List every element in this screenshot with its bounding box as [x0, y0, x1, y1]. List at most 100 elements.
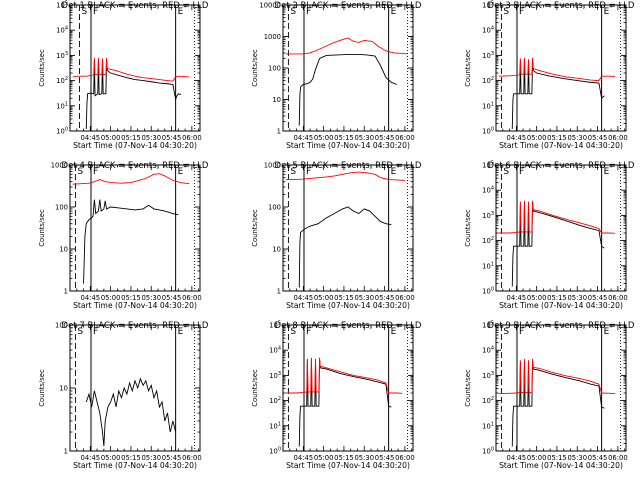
series-line-lld [498, 200, 616, 234]
y-tick-label: 100 [482, 447, 494, 456]
x-tick-label: 05:45 [162, 454, 182, 462]
series-line-lld [72, 173, 190, 185]
x-tick-label: 05:30 [141, 454, 161, 462]
x-axis-label: Start Time (07-Nov-14 04:30:20) [73, 461, 197, 470]
x-tick-label: 05:30 [567, 294, 587, 302]
y-tick-label: 104 [482, 346, 494, 355]
x-tick-label: 05:30 [141, 134, 161, 142]
x-tick-label: 05:00 [314, 294, 334, 302]
y-tick-label: 103 [482, 211, 494, 220]
marker-label-F: F [519, 7, 524, 17]
marker-label-S: S [503, 327, 509, 337]
y-tick-label: 102 [269, 396, 281, 405]
plot-frame [495, 4, 627, 132]
y-tick-label: 101 [482, 421, 494, 430]
y-axis-label: Counts/sec [38, 49, 46, 87]
series-line-events [85, 59, 182, 130]
marker-label-E: E [391, 167, 397, 177]
marker-label-S: S [290, 327, 296, 337]
chart-title: Det 1 BLACK = Events, RED = LLD [62, 1, 209, 11]
marker-label-E: E [604, 7, 610, 17]
chart-panel-det-6: Det 6 BLACK = Events, RED = LLD 100 101 102… [464, 161, 635, 311]
y-tick-label: 101 [482, 101, 494, 110]
x-tick-label: 06:00 [608, 134, 628, 142]
x-tick-label: 05:00 [527, 454, 547, 462]
y-tick-label: 1 [64, 448, 68, 456]
y-axis-label: Counts/sec [251, 369, 259, 407]
y-axis-label: Counts/sec [464, 49, 472, 87]
series-line-lld [285, 171, 405, 181]
chart-title: Det 3 BLACK = Events, RED = LLD [488, 1, 635, 11]
x-tick-label: 05:45 [588, 294, 608, 302]
y-tick-label: 100 [55, 204, 68, 212]
marker-label-F: F [519, 167, 524, 177]
y-tick-label: 10 [272, 246, 281, 254]
y-tick-label: 102 [482, 236, 494, 245]
x-axis-label: Start Time (07-Nov-14 04:30:20) [286, 141, 410, 150]
plot-frame [495, 324, 627, 452]
y-tick-label: 100 [55, 322, 68, 330]
y-tick-label: 100 [269, 447, 281, 456]
marker-label-S: S [77, 167, 83, 177]
x-tick-label: 05:30 [567, 134, 587, 142]
marker-label-E: E [391, 7, 397, 17]
x-tick-label: 06:00 [182, 454, 202, 462]
x-tick-label: 06:00 [608, 454, 628, 462]
y-tick-label: 103 [482, 371, 494, 380]
x-tick-label: 04:45 [294, 454, 314, 462]
y-tick-label: 1000 [51, 162, 68, 170]
x-tick-label: 06:00 [395, 294, 415, 302]
x-tick-label: 04:45 [294, 294, 314, 302]
marker-label-S: S [290, 7, 296, 17]
chart-panel-det-2: Det 2 BLACK = Events, RED = LLD 1 10 100 100… [251, 1, 422, 150]
y-tick-label: 102 [482, 396, 494, 405]
y-tick-label: 100 [268, 65, 281, 73]
series-line-lld [72, 57, 190, 82]
x-axis-label: Start Time (07-Nov-14 04:30:20) [286, 301, 410, 310]
plot-frame [282, 164, 414, 292]
y-tick-label: 103 [269, 371, 281, 380]
chart-title: Det 9 BLACK = Events, RED = LLD [488, 321, 635, 331]
chart-panel-det-4: Det 4 BLACK = Events, RED = LLD 1 10 100 100… [38, 161, 209, 310]
x-tick-label: 05:30 [354, 134, 374, 142]
y-tick-label: 100 [268, 204, 281, 212]
x-tick-label: 05:15 [547, 454, 567, 462]
x-tick-label: 06:00 [395, 454, 415, 462]
x-axis-label: Start Time (07-Nov-14 04:30:20) [499, 461, 623, 470]
y-tick-label: 103 [482, 51, 494, 60]
x-tick-label: 05:45 [375, 134, 395, 142]
marker-label-E: E [178, 327, 184, 337]
marker-label-S: S [503, 167, 509, 177]
series-line-lld [285, 357, 403, 394]
marker-label-E: E [604, 167, 610, 177]
x-tick-label: 05:15 [334, 134, 354, 142]
x-tick-label: 05:45 [162, 294, 182, 302]
y-tick-label: 101 [269, 421, 281, 430]
chart-panel-det-7: Det 7 BLACK = Events, RED = LLD 1 10 100 04:… [38, 321, 209, 470]
x-tick-label: 05:45 [375, 294, 395, 302]
plot-frame [69, 164, 201, 292]
chart-panel-det-9: Det 9 BLACK = Events, RED = LLD 100 101 102… [464, 321, 635, 471]
x-tick-label: 06:00 [182, 294, 202, 302]
y-tick-label: 102 [482, 76, 494, 85]
marker-label-E: E [391, 327, 397, 337]
chart-title: Det 6 BLACK = Events, RED = LLD [488, 161, 635, 171]
series-line-lld [285, 37, 408, 55]
y-tick-label: 101 [482, 261, 494, 270]
chart-title: Det 4 BLACK = Events, RED = LLD [62, 161, 209, 171]
x-tick-label: 05:00 [314, 134, 334, 142]
x-axis-label: Start Time (07-Nov-14 04:30:20) [73, 301, 197, 310]
x-tick-label: 04:45 [507, 454, 527, 462]
y-tick-label: 104 [56, 26, 68, 35]
chart-panel-det-3: Det 3 BLACK = Events, RED = LLD 100 101 102… [464, 1, 635, 151]
y-axis-label: Counts/sec [251, 209, 259, 247]
x-tick-label: 05:15 [121, 134, 141, 142]
plot-frame [282, 324, 414, 452]
y-tick-label: 100 [56, 127, 68, 136]
x-tick-label: 05:15 [121, 454, 141, 462]
series-line-events [298, 206, 392, 288]
y-tick-label: 1 [277, 128, 281, 136]
chart-title: Det 5 BLACK = Events, RED = LLD [275, 161, 422, 171]
x-tick-label: 04:45 [507, 134, 527, 142]
